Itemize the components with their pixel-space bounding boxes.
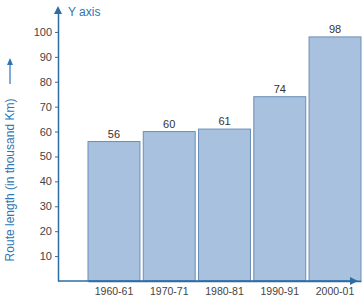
bar — [88, 142, 140, 281]
data-label: 56 — [108, 128, 120, 140]
y-tick-mark — [55, 256, 58, 257]
x-tick-label: 1980-81 — [205, 285, 244, 297]
data-label: 74 — [274, 83, 286, 95]
x-tick: 1990-91 — [260, 281, 299, 297]
y-title-arrow-line — [9, 64, 10, 84]
y-tick-mark — [55, 107, 58, 108]
y-tick-label: 80 — [40, 76, 52, 88]
y-tick: 50 — [40, 150, 58, 162]
x-tick: 2000-01 — [316, 281, 355, 297]
y-axis: 10 20 30 40 50 60 70 80 90 100 — [34, 13, 59, 282]
data-label: 60 — [163, 118, 175, 130]
y-tick-mark — [55, 206, 58, 207]
y-tick-mark — [55, 181, 58, 182]
chart: 56606174981020304050607080901001960-6119… — [0, 0, 364, 306]
x-tick: 1960-61 — [95, 281, 134, 297]
y-tick: 10 — [40, 250, 58, 262]
x-axis-extension — [58, 280, 352, 282]
y-tick-label: 100 — [34, 26, 52, 38]
y-tick-mark — [55, 231, 58, 232]
y-tick-mark — [55, 32, 58, 33]
y-axis-title: Route length (in thousand Km) — [3, 99, 17, 262]
bar — [254, 97, 306, 281]
y-tick: 70 — [40, 101, 58, 113]
bar — [143, 132, 195, 281]
y-tick: 40 — [40, 175, 58, 187]
bar — [309, 37, 361, 281]
y-tick-label: 60 — [40, 126, 52, 138]
y-title-arrow-head — [7, 58, 13, 65]
x-tick: 1980-81 — [205, 281, 244, 297]
y-tick-label: 30 — [40, 200, 52, 212]
x-tick-label: 1970-71 — [150, 285, 189, 297]
annotation: Y axis — [68, 5, 100, 19]
y-tick-mark — [55, 57, 58, 58]
data-label: 98 — [329, 23, 341, 35]
x-tick-label: 2000-01 — [316, 285, 355, 297]
x-tick: 1970-71 — [150, 281, 189, 297]
y-tick-label: 70 — [40, 101, 52, 113]
data-label: 61 — [218, 115, 230, 127]
x-axis: 1960-61 1970-71 1980-81 1990-91 2000-01 — [89, 281, 362, 297]
bar — [199, 129, 251, 281]
y-tick: 20 — [40, 225, 58, 237]
y-tick: 80 — [40, 76, 58, 88]
y-tick-label: 10 — [40, 250, 52, 262]
y-axis-line — [58, 13, 60, 282]
y-tick: 60 — [40, 126, 58, 138]
y-tick: 100 — [34, 26, 58, 38]
y-tick-mark — [55, 132, 58, 133]
x-tick-label: 1960-61 — [95, 285, 134, 297]
x-tick-label: 1990-91 — [260, 285, 299, 297]
y-tick: 90 — [40, 51, 58, 63]
y-tick: 30 — [40, 200, 58, 212]
y-tick-label: 20 — [40, 225, 52, 237]
y-tick-mark — [55, 156, 58, 157]
y-tick-label: 50 — [40, 150, 52, 162]
x-axis-arrow — [350, 277, 358, 285]
y-tick-label: 40 — [40, 175, 52, 187]
y-axis-arrow — [54, 6, 62, 14]
data-labels: 56 60 61 74 98 — [108, 23, 341, 140]
y-tick-label: 90 — [40, 51, 52, 63]
bars — [88, 37, 361, 281]
y-tick-mark — [55, 82, 58, 83]
